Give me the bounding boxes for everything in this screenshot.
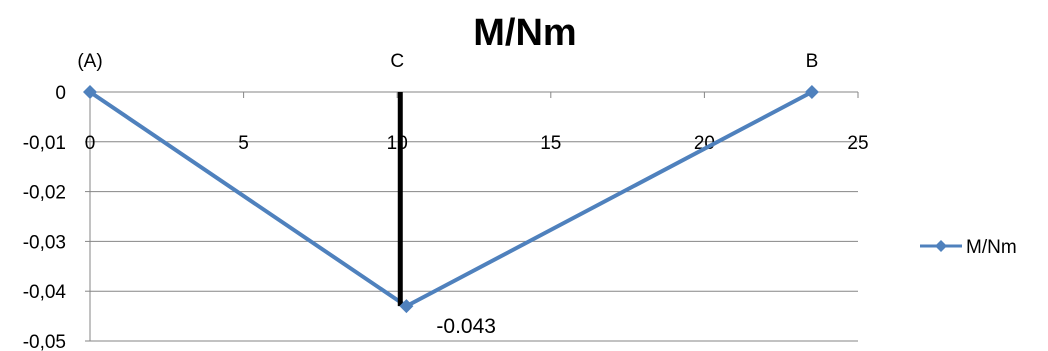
x-tick-labels: 0 5 10 15 20 25 xyxy=(85,133,869,154)
y-tick-label: -0,04 xyxy=(23,282,67,303)
x-tick-label: 15 xyxy=(540,133,561,154)
chart-title: M/Nm xyxy=(473,12,576,54)
markers-layer xyxy=(83,85,819,314)
point-label: C xyxy=(390,51,404,72)
data-label: -0.043 xyxy=(436,315,496,338)
legend: M/Nm xyxy=(920,237,1017,258)
data-point-marker xyxy=(804,85,819,99)
y-tick-labels: 0 -0,01 -0,02 -0,03 -0,04 -0,05 xyxy=(23,83,67,351)
x-tick-label: 25 xyxy=(847,133,868,154)
grid-lines xyxy=(90,141,858,342)
y-tick-label: 0 xyxy=(55,83,66,104)
y-tick-label: -0,01 xyxy=(23,133,66,154)
data-point-marker xyxy=(83,85,97,99)
x-tick-label: 5 xyxy=(238,133,249,154)
x-tick-label: 0 xyxy=(85,133,96,154)
point-labels-layer: (A) C B -0.043 xyxy=(77,51,818,338)
legend-marker xyxy=(935,240,947,252)
data-point-marker xyxy=(399,299,414,314)
y-tick-label: -0,03 xyxy=(23,232,66,253)
y-tick-label: -0,05 xyxy=(23,332,66,351)
series-layer xyxy=(88,90,813,309)
point-label: B xyxy=(806,51,819,72)
x-tick-label: 10 xyxy=(387,133,408,154)
legend-label: M/Nm xyxy=(966,237,1017,258)
series-line xyxy=(88,90,813,309)
x-tick-label: 20 xyxy=(694,133,715,154)
point-label: (A) xyxy=(77,51,102,72)
y-tick-label: -0,02 xyxy=(23,183,66,204)
